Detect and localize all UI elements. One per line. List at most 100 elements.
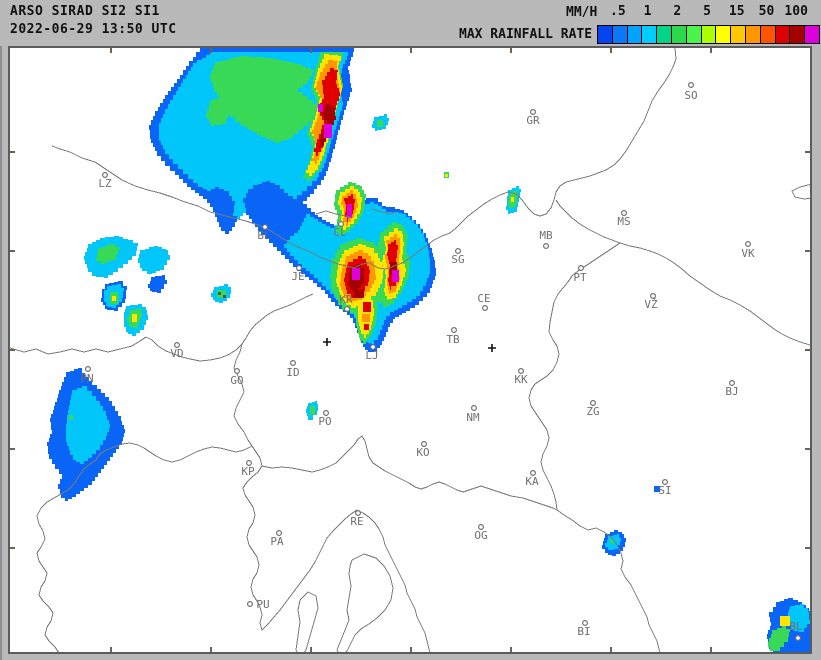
city-dot (517, 368, 524, 375)
city-marker-bi: BI (577, 619, 591, 638)
city-label: PT (573, 271, 587, 284)
city-label: KR (339, 293, 353, 306)
radar-cell (610, 539, 614, 543)
city-marker-je: JE (291, 265, 305, 283)
city-marker-lj: LJ (365, 344, 379, 362)
city-dot (338, 221, 345, 228)
city-label: PN (80, 372, 93, 385)
legend-color-cell (745, 26, 761, 43)
city-marker-tb: TB (446, 327, 460, 346)
city-label: VK (741, 247, 755, 260)
city-marker-bl: BL (789, 620, 803, 641)
city-marker-bl: BL (257, 224, 271, 242)
city-marker-so: SO (684, 81, 698, 102)
city-dot (589, 400, 596, 407)
city-label: VD (170, 347, 183, 360)
tick-mark (510, 647, 512, 652)
city-marker-mb: MB (539, 229, 553, 250)
city-marker-sg: SG (451, 248, 465, 266)
radar-cell (132, 314, 137, 322)
city-label: SI (658, 484, 671, 497)
city-dot (471, 405, 478, 412)
city-marker-kk: KK (514, 368, 528, 386)
city-marker-pa: PA (270, 529, 284, 548)
border-hungary (555, 199, 811, 346)
tick-mark (510, 48, 512, 53)
legend-color-cell (612, 26, 628, 43)
city-marker-ce: CE (477, 292, 491, 312)
city-label: CE (477, 292, 490, 305)
city-marker-po: PO (318, 410, 332, 428)
city-dot (455, 248, 462, 255)
radar-site-cross (488, 344, 496, 352)
island-krk (336, 553, 394, 658)
legend-color-cell (790, 26, 806, 43)
radar-cell (377, 120, 383, 127)
scale-tick-label: 50 (758, 4, 775, 19)
city-label: SO (684, 89, 697, 102)
city-label: TB (446, 333, 460, 346)
legend-color-bar (597, 25, 820, 44)
city-marker-ko: KO (416, 441, 430, 459)
tick-mark (805, 250, 810, 252)
legend-color-cell (598, 26, 613, 43)
city-dot (276, 529, 283, 536)
border-austria-north (51, 47, 677, 270)
city-label: BJ (725, 385, 738, 398)
radar-cell (69, 415, 73, 420)
city-dot (542, 243, 549, 250)
radar-cell (392, 270, 399, 282)
city-marker-zg: ZG (586, 400, 600, 418)
tick-mark (805, 547, 810, 549)
radar-cell (218, 292, 221, 295)
island-cres (295, 591, 319, 659)
city-dot (744, 241, 751, 248)
border-bosnia (556, 509, 662, 657)
city-dot (344, 306, 351, 313)
radar-cell (445, 174, 448, 177)
city-label: GO (230, 374, 243, 387)
city-label: NM (466, 411, 480, 424)
city-dot (482, 305, 489, 312)
city-marker-og: OG (474, 523, 488, 542)
tick-mark (710, 48, 712, 53)
city-label: CL (333, 226, 347, 239)
city-marker-gr: GR (526, 108, 540, 127)
city-label: BI (577, 625, 590, 638)
city-dot (246, 460, 253, 467)
radar-cell (363, 302, 371, 312)
city-label: KK (514, 373, 528, 386)
city-dot (355, 510, 362, 517)
radar-cell (364, 324, 369, 330)
scale-tick-label: 15 (728, 4, 745, 19)
legend-color-cell (775, 26, 791, 43)
city-dot (174, 342, 181, 349)
radar-cell (788, 604, 810, 632)
city-label: ZG (586, 405, 599, 418)
city-marker-re: RE (350, 510, 364, 528)
radar-cell (138, 246, 170, 274)
city-dot (661, 479, 668, 486)
border-karavanke-seg2 (371, 208, 397, 215)
window-edge-shade (0, 0, 2, 660)
city-marker-nm: NM (466, 405, 480, 424)
scale-tick-label: 100 (784, 4, 808, 19)
city-label: OG (474, 529, 487, 542)
city-marker-ms: MS (617, 210, 631, 228)
radar-cell (223, 295, 226, 298)
legend-color-cell (731, 26, 746, 43)
legend-color-cell (805, 26, 819, 43)
city-dot (478, 523, 485, 530)
product-title: ARSO SIRAD SI2 SI1 (10, 4, 160, 19)
scale-tick-label: 5 (703, 4, 711, 19)
radar-cell (112, 296, 116, 301)
tick-mark (10, 448, 15, 450)
tick-mark (410, 647, 412, 652)
tick-mark (10, 151, 15, 153)
radar-map-frame: LZ SO GR MS BL CL MB VK JE SG PT CE VŽ KR TB LJ VD ID GO PN… (8, 46, 813, 659)
radar-cell (96, 244, 120, 264)
radar-site-cross (323, 338, 331, 346)
city-marker-id: ID (286, 360, 300, 379)
radar-cell (210, 56, 318, 143)
radar-cell (362, 314, 370, 322)
